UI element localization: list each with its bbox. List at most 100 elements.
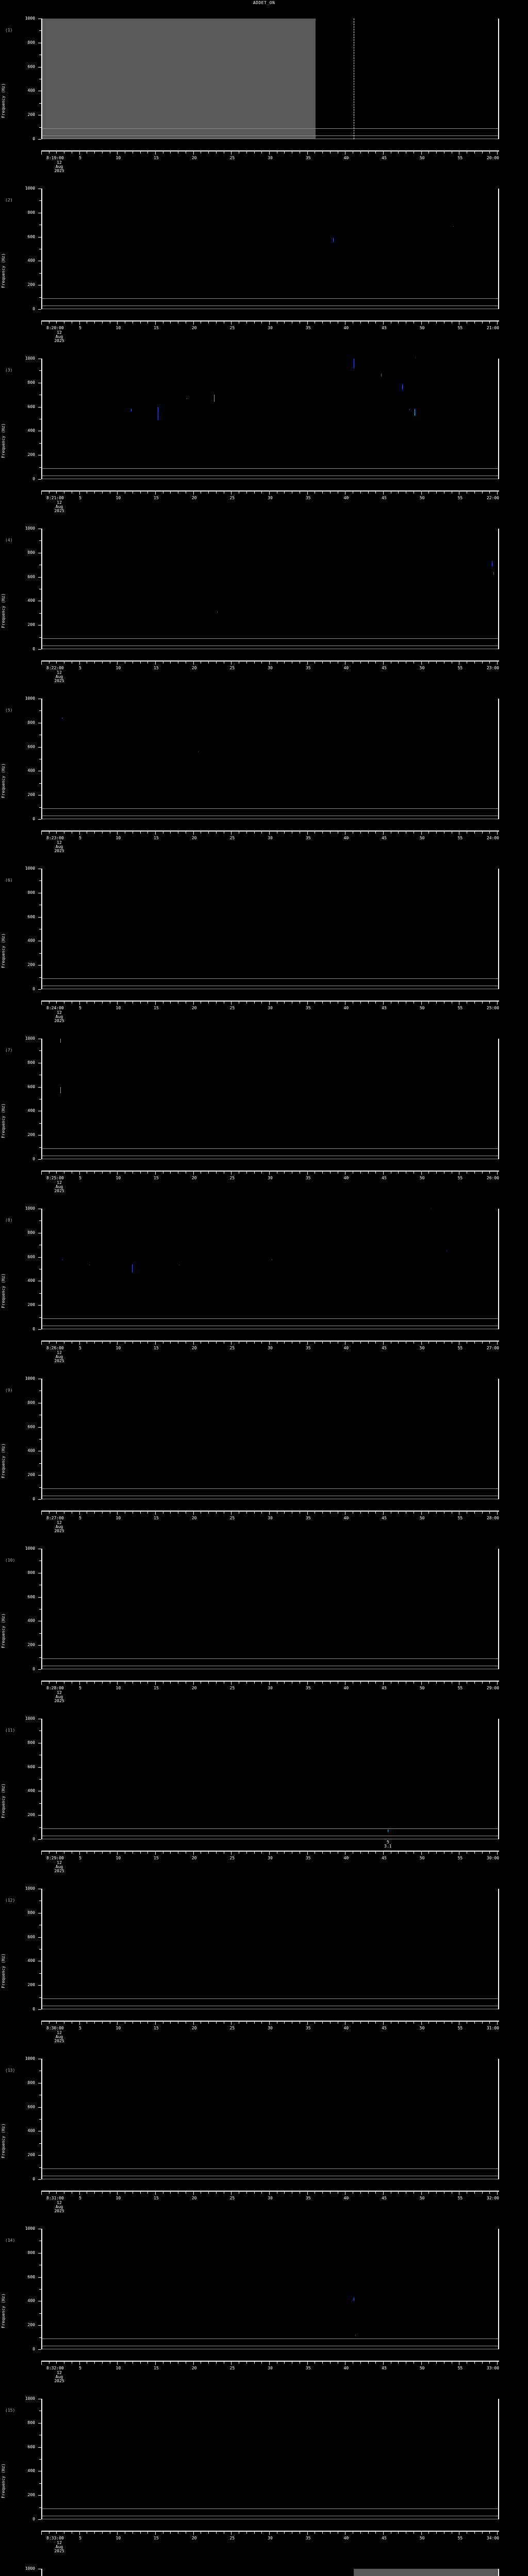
y-tick-label: 800 bbox=[27, 1060, 35, 1065]
y-tick-label: 0 bbox=[32, 2007, 35, 2011]
spectrogram-panel[interactable]: 0 200 400 600 800 1000 Frequency (Hz) (5) 8:23:0… bbox=[0, 687, 528, 857]
x-tick bbox=[79, 492, 80, 495]
x-tick bbox=[383, 1512, 384, 1515]
y-tick-minor bbox=[39, 783, 41, 784]
y-tick bbox=[38, 479, 41, 480]
x-tick-label: 5 bbox=[79, 326, 82, 330]
detection-mark[interactable] bbox=[493, 572, 494, 575]
x-tick bbox=[436, 2022, 437, 2024]
x-tick-label: 50 bbox=[419, 326, 425, 330]
x-tick bbox=[375, 151, 376, 154]
panel-number: (7) bbox=[5, 1048, 13, 1053]
x-tick bbox=[147, 151, 148, 154]
spectrogram-panel[interactable]: 0 200 400 600 800 1000 Frequency (Hz) (7) 8:25:0… bbox=[0, 1027, 528, 1197]
detection-mark[interactable] bbox=[131, 1264, 133, 1273]
plot-area[interactable] bbox=[42, 529, 498, 649]
spectrogram-panel[interactable]: 0 200 400 600 800 1000 Frequency (Hz) (1) 8:19:0… bbox=[0, 7, 528, 177]
y-axis-label: Frequency (Hz) bbox=[1, 763, 6, 798]
frequency-reference-line bbox=[42, 135, 498, 136]
x-tick bbox=[368, 1512, 369, 1514]
spectrogram-panel[interactable]: 0 200 400 600 800 1000 Frequency (Hz) (4) 8:22:0… bbox=[0, 517, 528, 687]
x-tick bbox=[147, 2192, 148, 2194]
plot-area[interactable] bbox=[42, 19, 498, 139]
panel-number: (12) bbox=[5, 1898, 15, 1903]
x-tick bbox=[269, 2192, 270, 2195]
y-tick bbox=[38, 1597, 41, 1598]
y-tick bbox=[38, 236, 41, 238]
x-tick bbox=[254, 1512, 255, 1514]
x-tick bbox=[193, 1172, 194, 1175]
x-tick-label: 15 bbox=[154, 836, 159, 840]
x-tick bbox=[497, 492, 498, 495]
y-axis-left bbox=[41, 1889, 42, 2009]
y-tick-minor bbox=[39, 2313, 41, 2314]
plot-area[interactable] bbox=[42, 1889, 498, 2009]
x-tick bbox=[231, 1342, 232, 1345]
panel-number: (6) bbox=[5, 878, 13, 883]
plot-area[interactable] bbox=[42, 189, 498, 309]
x-tick bbox=[375, 2362, 376, 2364]
x-tick bbox=[79, 151, 80, 155]
y-tick-minor bbox=[39, 1147, 41, 1148]
spectrogram-panel[interactable]: 0 200 400 600 800 1000 Frequency (Hz) (15) 8:33:… bbox=[0, 2387, 528, 2557]
spectrogram-panel[interactable]: 0 200 400 600 800 1000 Frequency (Hz) (14) 8:32:… bbox=[0, 2217, 528, 2387]
y-tick-label: 0 bbox=[32, 2517, 35, 2521]
x-tick bbox=[368, 492, 369, 494]
detection-mark[interactable] bbox=[333, 238, 334, 243]
plot-area[interactable] bbox=[42, 1379, 498, 1499]
x-axis-date: 12 Aug 2025 bbox=[54, 2370, 64, 2383]
plot-area[interactable] bbox=[42, 2059, 498, 2179]
plot-area[interactable] bbox=[42, 2399, 498, 2519]
x-tick bbox=[140, 662, 141, 664]
detection-mark[interactable] bbox=[431, 1208, 432, 1209]
spectrogram-panel[interactable]: 0 200 400 600 800 1000 Frequency (Hz) (12) 8:30:… bbox=[0, 1877, 528, 2047]
spectrogram-panel[interactable]: 0 200 400 600 800 1000 Frequency (Hz) (11) 5 3.1 8… bbox=[0, 1707, 528, 1877]
detection-mark[interactable] bbox=[60, 1087, 61, 1094]
spectrogram-panel[interactable]: 0 200 400 600 800 1000 Frequency (Hz) (10) 8:28:… bbox=[0, 1537, 528, 1707]
detection-mark[interactable] bbox=[409, 409, 410, 411]
x-tick bbox=[193, 1002, 194, 1005]
x-tick bbox=[246, 1512, 247, 1514]
spectrogram-panel[interactable]: 0 200 400 600 800 1000 Frequency (Hz) (6) 8:24:0… bbox=[0, 857, 528, 1027]
y-tick bbox=[38, 1499, 41, 1500]
x-tick bbox=[322, 1682, 323, 1684]
x-tick-label: 55 bbox=[457, 326, 463, 330]
spectrogram-panel[interactable]: 0 200 400 600 800 1000 Frequency (Hz) (13) 8:31:… bbox=[0, 2047, 528, 2217]
detection-mark[interactable] bbox=[355, 2334, 356, 2336]
plot-area[interactable] bbox=[42, 1039, 498, 1159]
x-tick bbox=[375, 2532, 376, 2534]
x-tick bbox=[284, 2532, 285, 2534]
spectrogram-panel[interactable]: 0 200 400 600 800 1000 Frequency (Hz) (2) 8:20:0… bbox=[0, 177, 528, 347]
x-tick-label: 35 bbox=[305, 2366, 311, 2370]
x-tick-label: 45 bbox=[382, 2366, 387, 2370]
x-axis bbox=[41, 1171, 499, 1175]
x-tick bbox=[140, 2532, 141, 2534]
x-tick bbox=[231, 662, 232, 665]
x-tick bbox=[79, 2362, 80, 2365]
plot-area[interactable] bbox=[42, 1719, 498, 1839]
x-tick bbox=[140, 2192, 141, 2194]
y-tick-label: 200 bbox=[27, 1982, 35, 1988]
spectrogram-panel[interactable]: 0 200 400 600 800 1000 Frequency (Hz) (8) 8:26:0… bbox=[0, 1197, 528, 1367]
plot-area[interactable] bbox=[42, 1549, 498, 1669]
detection-mark[interactable] bbox=[453, 226, 454, 227]
x-tick bbox=[375, 662, 376, 664]
spectrogram-panel[interactable]: 0 200 400 600 800 1000 Frequency (Hz) (3) 8:21:0… bbox=[0, 347, 528, 517]
plot-area[interactable] bbox=[42, 1209, 498, 1329]
plot-area[interactable] bbox=[42, 2569, 498, 2576]
detection-mark[interactable] bbox=[402, 384, 403, 390]
plot-area[interactable] bbox=[42, 359, 498, 479]
spectrogram-panel[interactable]: 0 200 400 600 800 1000 Frequency (Hz) (9) 8:27:0… bbox=[0, 1367, 528, 1537]
x-tick bbox=[383, 2362, 384, 2365]
plot-area[interactable] bbox=[42, 2229, 498, 2349]
x-tick bbox=[155, 2022, 156, 2025]
plot-area[interactable] bbox=[42, 869, 498, 989]
plot-area[interactable] bbox=[42, 699, 498, 819]
detection-mark[interactable] bbox=[60, 1039, 61, 1043]
x-tick bbox=[94, 2532, 95, 2534]
y-tick-label: 1000 bbox=[25, 2396, 35, 2401]
x-tick bbox=[41, 1002, 42, 1005]
detection-mark[interactable] bbox=[381, 374, 382, 377]
x-tick bbox=[398, 1512, 399, 1514]
